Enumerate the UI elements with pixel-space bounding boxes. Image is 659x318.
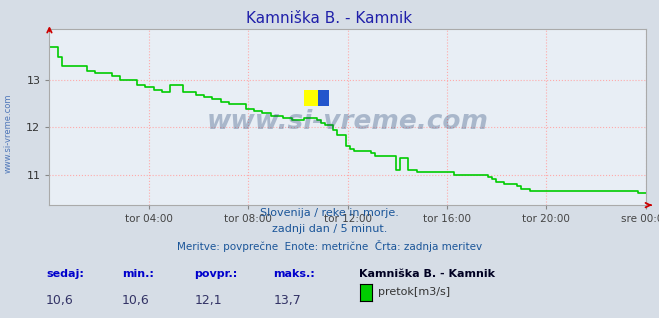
Text: sedaj:: sedaj: xyxy=(46,269,84,279)
Text: 12,1: 12,1 xyxy=(194,294,222,307)
Bar xyxy=(304,90,320,106)
Bar xyxy=(318,90,329,106)
Text: 13,7: 13,7 xyxy=(273,294,301,307)
Text: 10,6: 10,6 xyxy=(122,294,150,307)
Text: Meritve: povprečne  Enote: metrične  Črta: zadnja meritev: Meritve: povprečne Enote: metrične Črta:… xyxy=(177,240,482,252)
Text: www.si-vreme.com: www.si-vreme.com xyxy=(207,109,488,135)
Text: pretok[m3/s]: pretok[m3/s] xyxy=(378,287,449,297)
Text: Slovenija / reke in morje.: Slovenija / reke in morje. xyxy=(260,208,399,218)
Text: povpr.:: povpr.: xyxy=(194,269,238,279)
Text: 10,6: 10,6 xyxy=(46,294,74,307)
Text: zadnji dan / 5 minut.: zadnji dan / 5 minut. xyxy=(272,224,387,234)
Text: Kamniška B. - Kamnik: Kamniška B. - Kamnik xyxy=(359,269,495,279)
Text: Kamniška B. - Kamnik: Kamniška B. - Kamnik xyxy=(246,11,413,26)
Text: min.:: min.: xyxy=(122,269,154,279)
Text: www.si-vreme.com: www.si-vreme.com xyxy=(4,94,13,173)
Text: maks.:: maks.: xyxy=(273,269,315,279)
